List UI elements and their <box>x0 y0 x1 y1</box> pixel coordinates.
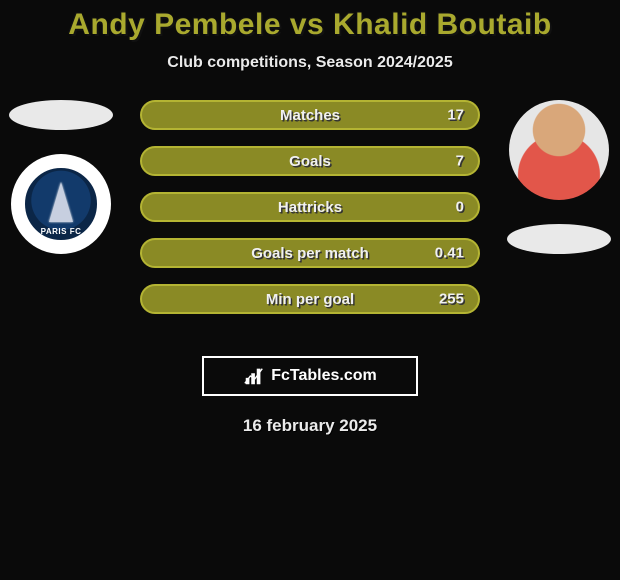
stat-bars: Matches 17 Goals 7 Hattricks 0 Goals per match… <box>140 100 480 330</box>
stat-label: Hattricks <box>278 199 342 216</box>
comparison-card: Andy Pembele vs Khalid Boutaib Club comp… <box>0 0 620 580</box>
watermark-text: FcTables.com <box>271 367 377 385</box>
right-club-placeholder <box>507 224 611 254</box>
stat-label: Min per goal <box>266 291 354 308</box>
left-player-column: PARIS FC <box>6 100 116 254</box>
right-player-photo <box>509 100 609 200</box>
left-club-name: PARIS FC <box>25 227 97 236</box>
date-text: 16 february 2025 <box>0 416 620 436</box>
stat-label: Goals <box>289 153 331 170</box>
stat-value: 0 <box>456 199 464 216</box>
stat-bar: Matches 17 <box>140 100 480 130</box>
stat-label: Goals per match <box>251 245 369 262</box>
stat-bar: Hattricks 0 <box>140 192 480 222</box>
left-player-placeholder <box>9 100 113 130</box>
chart-icon <box>243 365 265 387</box>
left-club-badge: PARIS FC <box>11 154 111 254</box>
stat-label: Matches <box>280 107 340 124</box>
stat-bar: Min per goal 255 <box>140 284 480 314</box>
page-title: Andy Pembele vs Khalid Boutaib <box>0 0 620 42</box>
subtitle: Club competitions, Season 2024/2025 <box>0 54 620 72</box>
stat-value: 7 <box>456 153 464 170</box>
stat-value: 0.41 <box>435 245 464 262</box>
stat-value: 255 <box>439 291 464 308</box>
right-player-column <box>504 100 614 254</box>
stat-bar: Goals 7 <box>140 146 480 176</box>
stat-bar: Goals per match 0.41 <box>140 238 480 268</box>
watermark: FcTables.com <box>202 356 418 396</box>
stat-value: 17 <box>447 107 464 124</box>
